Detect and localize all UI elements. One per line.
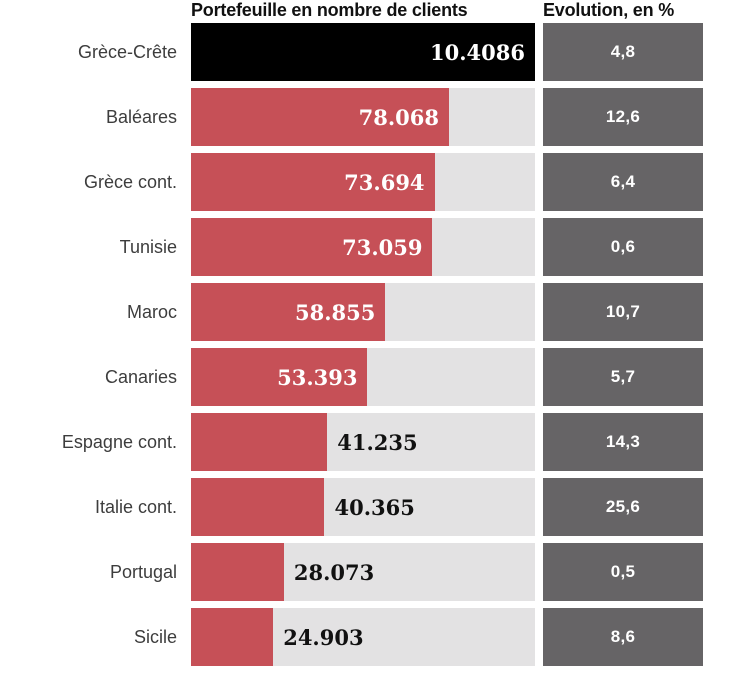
- bar: 58.855: [191, 283, 386, 341]
- category-label: Canaries: [104, 366, 177, 387]
- evolution-value: 4,8: [610, 42, 636, 61]
- evolution-badge: 25,6: [543, 478, 703, 536]
- chart-title: Portefeuille en nombre de clients: [191, 0, 468, 20]
- evolution-value: 6,4: [610, 172, 636, 191]
- chart-row: Sicile 24.903 8,6: [0, 608, 750, 666]
- evolution-value: 12,6: [605, 107, 641, 126]
- chart-row: Canaries 53.393 5,7: [0, 348, 750, 406]
- bar: 10.4086: [191, 23, 535, 81]
- chart-row: Grèce-Crête 10.4086 4,8: [0, 23, 750, 81]
- bar-track: 10.4086: [191, 23, 535, 81]
- bar-track: 41.235: [191, 413, 535, 471]
- bar: [191, 543, 284, 601]
- chart-header-row: Portefeuille en nombre de clients Evolut…: [0, 0, 750, 20]
- bar-value-inside: 58.855: [294, 299, 376, 325]
- evolution-value: 5,7: [610, 367, 636, 386]
- category-label: Baléares: [105, 106, 177, 127]
- evolution-badge: 6,4: [543, 153, 703, 211]
- evolution-value: 14,3: [605, 432, 641, 451]
- bar-value-inside: 73.694: [344, 169, 425, 195]
- evolution-value: 10,7: [605, 302, 641, 321]
- bar-track: 73.694: [191, 153, 535, 211]
- bar-value-outside: 28.073: [293, 559, 375, 585]
- bar-track: 28.073: [191, 543, 535, 601]
- evolution-value: 25,6: [605, 497, 641, 516]
- evolution-badge: 10,7: [543, 283, 703, 341]
- category-label: Grèce-Crête: [77, 41, 177, 62]
- evolution-badge: 12,6: [543, 88, 703, 146]
- bar: 73.694: [191, 153, 435, 211]
- chart-row: Baléares 78.068 12,6: [0, 88, 750, 146]
- category-label: Maroc: [126, 301, 177, 322]
- bar-value-outside: 40.365: [334, 494, 415, 520]
- bar-value-inside: 53.393: [277, 364, 358, 390]
- evolution-column-title: Evolution, en %: [543, 0, 675, 20]
- bar-track: 58.855: [191, 283, 535, 341]
- bar: 78.068: [191, 88, 449, 146]
- category-label: Grèce cont.: [83, 171, 177, 192]
- bar-track: 73.059: [191, 218, 535, 276]
- bar-value-inside: 10.4086: [430, 39, 525, 65]
- chart-row: Grèce cont. 73.694 6,4: [0, 153, 750, 211]
- evolution-badge: 0,5: [543, 543, 703, 601]
- chart-row: Italie cont. 40.365 25,6: [0, 478, 750, 536]
- bar: [191, 608, 274, 666]
- evolution-badge: 8,6: [543, 608, 703, 666]
- chart-row: Portugal 28.073 0,5: [0, 543, 750, 601]
- bar-value-outside: 24.903: [283, 624, 364, 650]
- bar: 53.393: [191, 348, 368, 406]
- bar: [191, 478, 325, 536]
- chart-row: Maroc 58.855 10,7: [0, 283, 750, 341]
- category-label: Espagne cont.: [61, 431, 177, 452]
- bar-track: 78.068: [191, 88, 535, 146]
- category-label: Sicile: [133, 626, 177, 647]
- evolution-badge: 5,7: [543, 348, 703, 406]
- evolution-value: 0,5: [610, 562, 636, 581]
- bar-track: 40.365: [191, 478, 535, 536]
- bar-value-outside: 41.235: [337, 429, 418, 455]
- evolution-badge: 0,6: [543, 218, 703, 276]
- chart-row: Tunisie 73.059 0,6: [0, 218, 750, 276]
- bar-track: 24.903: [191, 608, 535, 666]
- bar: [191, 413, 328, 471]
- evolution-value: 8,6: [610, 627, 636, 646]
- category-label: Portugal: [109, 561, 177, 582]
- evolution-badge: 14,3: [543, 413, 703, 471]
- chart-rows: Grèce-Crête 10.4086 4,8 Baléares 78.068 …: [0, 23, 750, 666]
- chart-row: Espagne cont. 41.235 14,3: [0, 413, 750, 471]
- bar: 73.059: [191, 218, 433, 276]
- bar-value-inside: 78.068: [358, 104, 439, 130]
- bar-value-inside: 73.059: [342, 234, 423, 260]
- category-label: Italie cont.: [94, 496, 177, 517]
- category-label: Tunisie: [119, 236, 177, 257]
- evolution-badge: 4,8: [543, 23, 703, 81]
- evolution-value: 0,6: [610, 237, 636, 256]
- bar-track: 53.393: [191, 348, 535, 406]
